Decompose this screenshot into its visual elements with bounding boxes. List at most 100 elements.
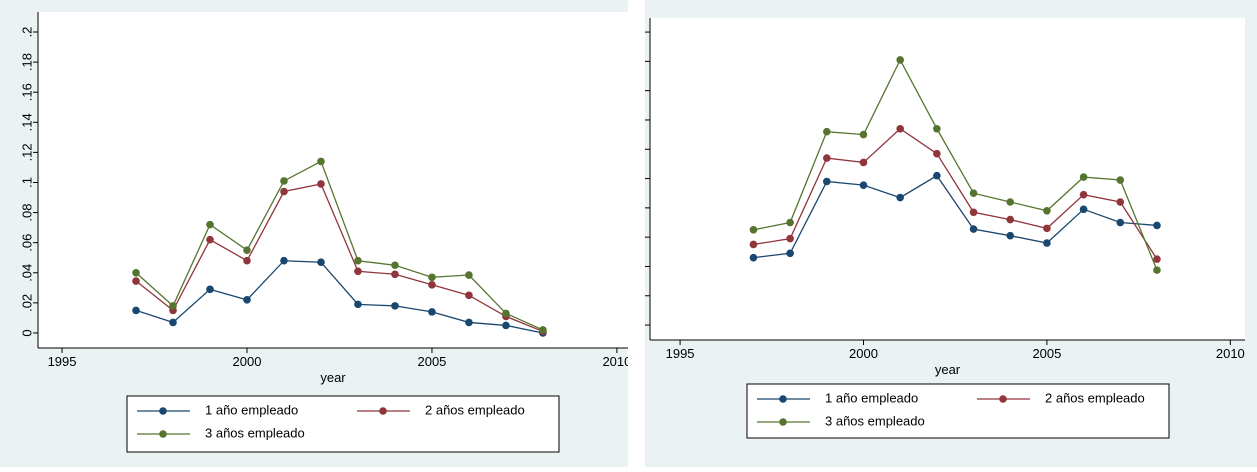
data-point bbox=[1153, 255, 1161, 263]
y-tick-label: .08 bbox=[631, 199, 646, 217]
data-point bbox=[823, 127, 831, 136]
data-point bbox=[317, 180, 325, 188]
data-point bbox=[1079, 205, 1088, 214]
y-tick-label: .12 bbox=[631, 140, 646, 158]
data-point bbox=[502, 309, 510, 318]
data-point bbox=[1079, 190, 1088, 199]
chart-panel: 0 .02 .04 .06 .08 .1 .12 .14 .16 .18 .2 1995 2000 200… bbox=[0, 0, 631, 467]
series-line bbox=[135, 183, 544, 333]
legend-marker bbox=[159, 430, 167, 438]
series-line bbox=[753, 174, 1158, 259]
data-point bbox=[859, 130, 868, 139]
data-point bbox=[823, 177, 831, 186]
series-line bbox=[135, 260, 544, 334]
chart-panel: 0 .02 .04 .06 .08 .1 .12 .14 .16 .18 .2 1995 2000 200… bbox=[631, 0, 1257, 467]
data-point bbox=[132, 268, 140, 277]
legend-marker bbox=[379, 407, 387, 415]
data-point bbox=[1043, 224, 1051, 233]
plot-area bbox=[38, 12, 628, 348]
data-point bbox=[317, 157, 325, 166]
data-point bbox=[354, 300, 362, 309]
data-point bbox=[1043, 239, 1051, 247]
y-tick-label: .1 bbox=[19, 177, 34, 188]
data-point bbox=[1153, 266, 1161, 274]
data-point bbox=[859, 158, 868, 167]
data-point bbox=[1116, 176, 1125, 184]
data-point bbox=[823, 154, 831, 162]
series-line bbox=[135, 160, 544, 331]
data-point bbox=[502, 321, 510, 330]
data-point bbox=[206, 235, 214, 244]
y-tick-label: .16 bbox=[631, 82, 646, 100]
data-point bbox=[1006, 231, 1015, 240]
data-point bbox=[206, 220, 214, 229]
data-point bbox=[1006, 215, 1015, 224]
legend-label: 1 año empleado bbox=[825, 390, 918, 405]
data-point bbox=[391, 270, 399, 279]
y-tick-label: .1 bbox=[631, 173, 646, 184]
y-tick-label: .08 bbox=[19, 204, 34, 222]
x-tick-label: 2010 bbox=[602, 354, 631, 369]
y-tick-label: .02 bbox=[631, 287, 646, 305]
legend-label: 3 años empleado bbox=[825, 413, 925, 428]
y-tick-label: .18 bbox=[19, 53, 34, 71]
data-point bbox=[969, 208, 978, 217]
data-point bbox=[786, 234, 794, 243]
legend-box bbox=[126, 395, 560, 453]
data-point bbox=[243, 246, 251, 254]
data-point bbox=[317, 258, 325, 267]
y-tick-label: .06 bbox=[631, 228, 646, 246]
legend-label: 2 años empleado bbox=[1045, 390, 1145, 405]
data-point bbox=[1153, 221, 1161, 230]
data-point bbox=[1116, 218, 1125, 227]
legend-marker bbox=[159, 407, 167, 415]
data-point bbox=[169, 318, 177, 327]
data-point bbox=[1006, 198, 1015, 206]
data-point bbox=[896, 56, 904, 64]
y-tick-label: .2 bbox=[631, 27, 646, 38]
data-point bbox=[1116, 198, 1125, 206]
data-point bbox=[206, 285, 214, 294]
data-point bbox=[969, 189, 978, 198]
legend-marker bbox=[779, 418, 787, 426]
x-tick-label: 2005 bbox=[417, 354, 446, 369]
data-point bbox=[1043, 206, 1051, 215]
data-point bbox=[786, 218, 794, 227]
x-tick-label: 1995 bbox=[48, 354, 77, 369]
y-tick-label: .2 bbox=[19, 27, 34, 38]
data-point bbox=[280, 177, 288, 185]
legend-label: 1 año empleado bbox=[205, 402, 298, 417]
data-point bbox=[933, 124, 941, 133]
data-point bbox=[465, 318, 473, 327]
y-tick-label: 0 bbox=[631, 321, 646, 328]
data-point bbox=[969, 225, 978, 233]
series-line bbox=[753, 58, 1158, 271]
y-tick-label: .16 bbox=[19, 83, 34, 101]
x-tick-label: 2000 bbox=[849, 346, 878, 361]
y-tick-label: .18 bbox=[631, 52, 646, 70]
data-point bbox=[749, 240, 758, 249]
legend-label: 3 años empleado bbox=[205, 425, 305, 440]
data-point bbox=[354, 267, 362, 276]
x-axis-title: year bbox=[320, 370, 346, 385]
data-point bbox=[280, 256, 288, 265]
x-tick-label: 2005 bbox=[1032, 346, 1061, 361]
data-point bbox=[243, 296, 251, 304]
data-point bbox=[428, 281, 436, 289]
series-line bbox=[753, 127, 1158, 260]
x-tick-label: 2010 bbox=[1216, 346, 1245, 361]
data-point bbox=[132, 306, 140, 315]
legend-marker bbox=[999, 395, 1007, 403]
data-point bbox=[465, 271, 473, 279]
data-point bbox=[391, 302, 399, 310]
data-point bbox=[391, 261, 399, 270]
data-point bbox=[896, 193, 904, 202]
x-tick-label: 2000 bbox=[233, 354, 262, 369]
x-tick-label: 1995 bbox=[666, 346, 695, 361]
data-point bbox=[896, 124, 904, 133]
data-point bbox=[428, 273, 436, 282]
y-tick-label: .04 bbox=[19, 264, 34, 282]
data-point bbox=[859, 181, 868, 189]
